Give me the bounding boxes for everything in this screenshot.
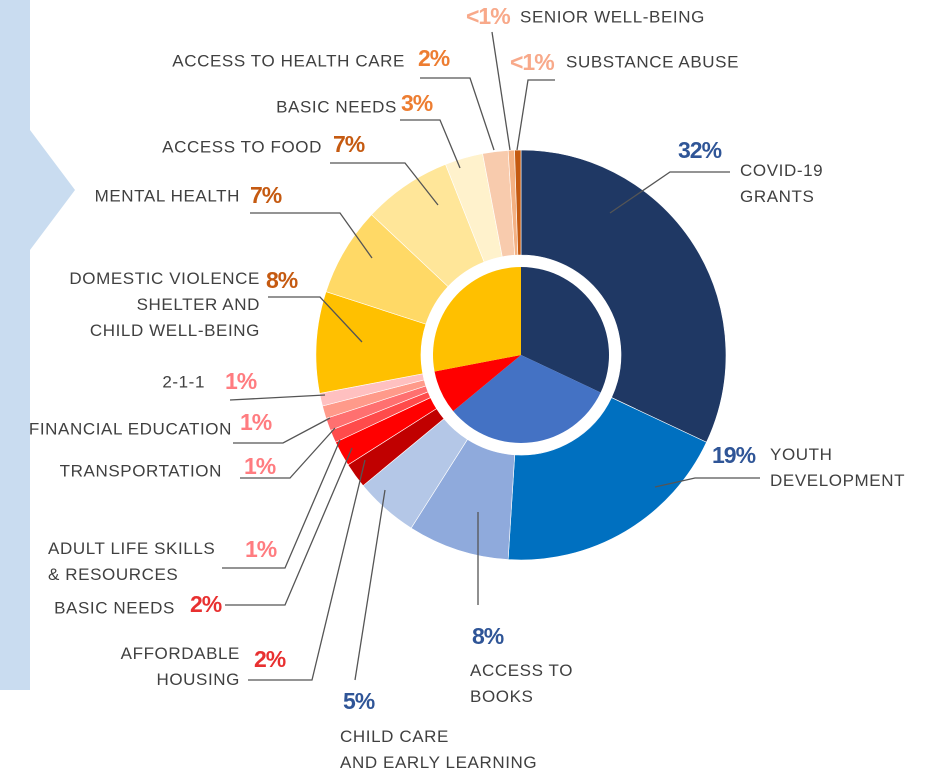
leader-line bbox=[240, 427, 336, 479]
value-label: 7% bbox=[250, 182, 282, 208]
category-label: ADULT LIFE SKILLS & RESOURCES bbox=[48, 539, 215, 584]
leader-line bbox=[222, 439, 341, 569]
value-label: 32% bbox=[678, 137, 722, 163]
value-label: 1% bbox=[225, 368, 257, 394]
category-label: ACCESS TO BOOKS bbox=[470, 661, 573, 706]
rings bbox=[315, 149, 727, 561]
value-label: 2% bbox=[254, 646, 286, 672]
category-label: TRANSPORTATION bbox=[60, 461, 222, 480]
inner-segment bbox=[521, 267, 609, 393]
category-label: DOMESTIC VIOLENCE SHELTER AND CHILD WELL-B… bbox=[69, 269, 260, 340]
category-label: FINANCIAL EDUCATION bbox=[29, 419, 232, 438]
category-label: BASIC NEEDS bbox=[276, 97, 397, 116]
side-band bbox=[0, 0, 30, 690]
inner-segment bbox=[453, 355, 601, 444]
leader-line bbox=[420, 77, 495, 151]
leader-line bbox=[400, 119, 461, 169]
labels: COVID-19 GRANTS 32% YOUTH DEVELOPMENT 19% ACCE… bbox=[29, 3, 905, 772]
value-label: 2% bbox=[190, 591, 222, 617]
category-label: SUBSTANCE ABUSE bbox=[566, 52, 739, 71]
outer-segment bbox=[507, 397, 707, 561]
leader-line bbox=[654, 477, 760, 488]
leader-line bbox=[609, 171, 730, 214]
arrow bbox=[30, 130, 75, 250]
outer-segment bbox=[520, 149, 727, 443]
leader-line bbox=[248, 459, 366, 681]
value-label: 1% bbox=[245, 536, 277, 562]
category-label: MENTAL HEALTH bbox=[95, 186, 240, 205]
value-label: 1% bbox=[244, 453, 276, 479]
category-label: 2-1-1 bbox=[162, 372, 205, 391]
value-label: 8% bbox=[266, 267, 298, 293]
leader-line bbox=[233, 417, 331, 444]
value-label: <1% bbox=[510, 49, 554, 75]
leader-line bbox=[354, 489, 386, 681]
category-label: ACCESS TO FOOD bbox=[162, 137, 322, 156]
inner-segment bbox=[433, 267, 521, 372]
category-label: BASIC NEEDS bbox=[54, 598, 175, 617]
value-label: 5% bbox=[343, 688, 375, 714]
value-label: 1% bbox=[240, 409, 272, 435]
outer-segment bbox=[514, 149, 522, 256]
category-label: CHILD CARE AND EARLY LEARNING bbox=[340, 727, 537, 772]
category-label: ACCESS TO HEALTH CARE bbox=[172, 51, 405, 70]
leader-line bbox=[491, 31, 511, 151]
leader-line bbox=[225, 447, 353, 606]
leader-line bbox=[268, 296, 363, 343]
leader-line bbox=[250, 212, 373, 259]
inner-segment bbox=[434, 355, 521, 412]
value-label: 2% bbox=[418, 45, 450, 71]
category-label: SENIOR WELL-BEING bbox=[520, 7, 705, 26]
value-label: 7% bbox=[333, 131, 365, 157]
value-label: <1% bbox=[466, 3, 510, 29]
category-label: COVID-19 GRANTS bbox=[740, 161, 823, 206]
leader-line bbox=[516, 79, 555, 151]
value-label: 8% bbox=[472, 623, 504, 649]
leader-line bbox=[330, 162, 439, 206]
value-label: 3% bbox=[401, 90, 433, 116]
leader-line bbox=[229, 394, 326, 401]
category-label: YOUTH DEVELOPMENT bbox=[770, 445, 905, 490]
category-label: AFFORDABLE HOUSING bbox=[121, 644, 240, 689]
value-label: 19% bbox=[712, 442, 756, 468]
